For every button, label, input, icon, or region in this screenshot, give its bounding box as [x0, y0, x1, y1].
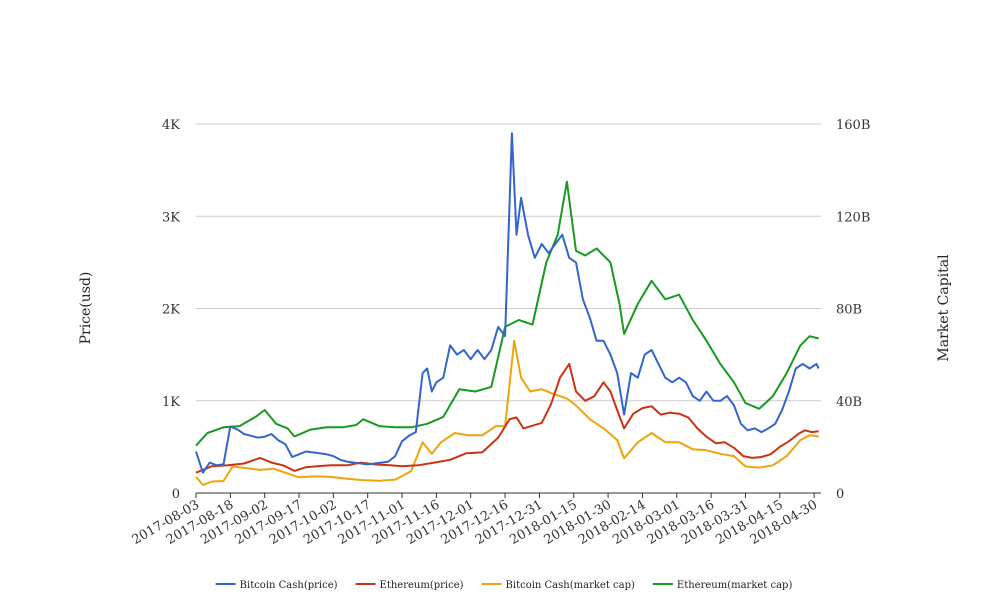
legend: Bitcoin Cash(price) Ethereum(price) Bitcoi… [215, 580, 793, 591]
y-left-tick-label: 1K [162, 395, 180, 410]
series-lines [195, 132, 820, 486]
y-left-tick-label: 0 [172, 487, 180, 502]
series-line-2 [195, 339, 819, 486]
legend-label: Ethereum(price) [380, 580, 464, 591]
y-right-tick-label: 80B [836, 303, 862, 318]
y-left-tick-label: 4K [162, 118, 180, 133]
y-right-axis-title: Market Capital [936, 254, 952, 362]
gridlines [196, 123, 821, 494]
y-right-tick-label: 120B [836, 210, 870, 225]
y-right-tick-label: 0 [836, 487, 844, 502]
series-line-0 [195, 132, 820, 474]
y-right-tick-label: 40B [836, 395, 862, 410]
legend-label: Ethereum(market cap) [677, 580, 793, 591]
axes: 01K2K3K4K040B80B120B160B2017-08-032017-0… [78, 118, 952, 548]
legend-label: Bitcoin Cash(market cap) [506, 580, 635, 591]
legend-label: Bitcoin Cash(price) [240, 580, 338, 591]
y-left-tick-label: 3K [162, 210, 180, 225]
y-left-tick-label: 2K [162, 303, 180, 318]
y-left-axis-title: Price(usd) [78, 272, 94, 345]
series-line-1 [195, 362, 819, 474]
y-right-tick-label: 160B [836, 118, 870, 133]
series-line-3 [195, 180, 819, 447]
